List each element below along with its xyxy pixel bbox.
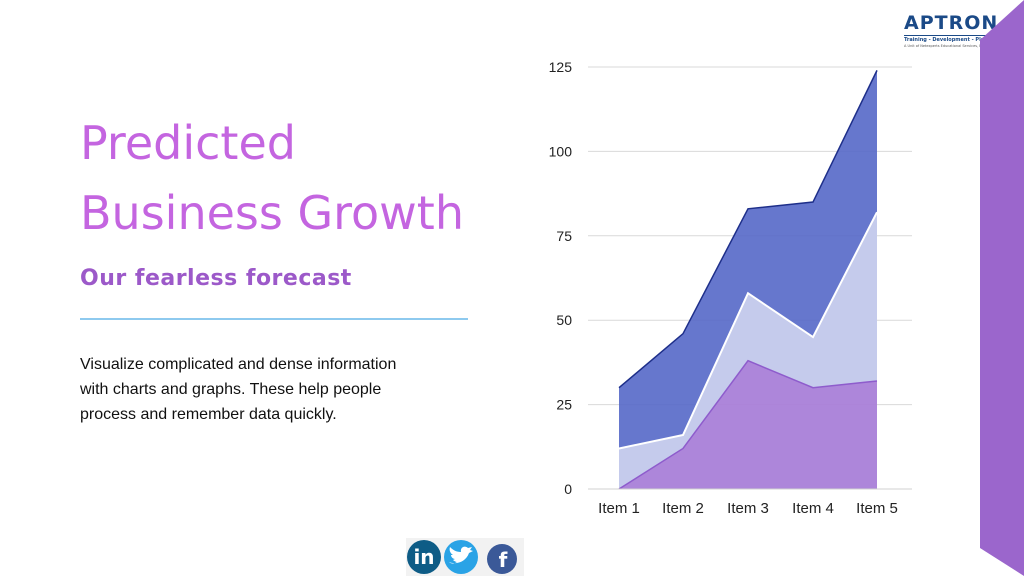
- y-tick-label: 50: [556, 312, 572, 328]
- y-tick-label: 125: [549, 59, 573, 75]
- series-1-line: [618, 359, 878, 490]
- logo-tagline: Training - Development - Placement: [904, 35, 1006, 43]
- y-tick-label: 0: [564, 481, 572, 497]
- logo-subline: A Unit of Netexperts Educational Service…: [904, 44, 998, 48]
- slide-title: Predicted Business Growth: [80, 108, 500, 248]
- x-tick-label: Item 4: [792, 500, 834, 517]
- body-line-3: process and remember data quickly.: [80, 406, 337, 423]
- linkedin-icon[interactable]: in: [407, 540, 441, 574]
- title-line-1: Predicted: [80, 116, 296, 170]
- area-series-3: [619, 70, 877, 449]
- y-tick-label: 75: [556, 228, 572, 244]
- slide-subtitle: Our fearless forecast: [80, 266, 352, 291]
- aptron-logo: APTRON Training - Development - Placemen…: [904, 12, 1006, 52]
- title-line-2: Business Growth: [80, 186, 464, 240]
- svg-text:in: in: [413, 545, 434, 569]
- divider-line: [80, 318, 468, 320]
- x-tick-label: Item 2: [662, 500, 704, 517]
- series-3-line: [618, 70, 878, 389]
- social-icons: in f: [406, 538, 524, 576]
- facebook-icon[interactable]: f: [487, 544, 517, 574]
- svg-text:f: f: [499, 548, 508, 572]
- area-series-2: [619, 212, 877, 489]
- series-2-line: [618, 211, 878, 450]
- y-tick-label: 100: [549, 143, 573, 159]
- accent-bar: [980, 0, 1024, 576]
- body-line-2: with charts and graphs. These help peopl…: [80, 381, 382, 398]
- body-line-1: Visualize complicated and dense informat…: [80, 356, 397, 373]
- x-tick-label: Item 3: [727, 500, 769, 517]
- twitter-icon[interactable]: [444, 540, 478, 574]
- area-series-1: [619, 360, 877, 489]
- logo-brand: APTRON: [904, 12, 999, 34]
- body-text: Visualize complicated and dense informat…: [80, 352, 460, 427]
- x-tick-label: Item 1: [598, 500, 640, 517]
- y-tick-label: 25: [556, 397, 572, 413]
- x-tick-label: Item 5: [856, 500, 898, 517]
